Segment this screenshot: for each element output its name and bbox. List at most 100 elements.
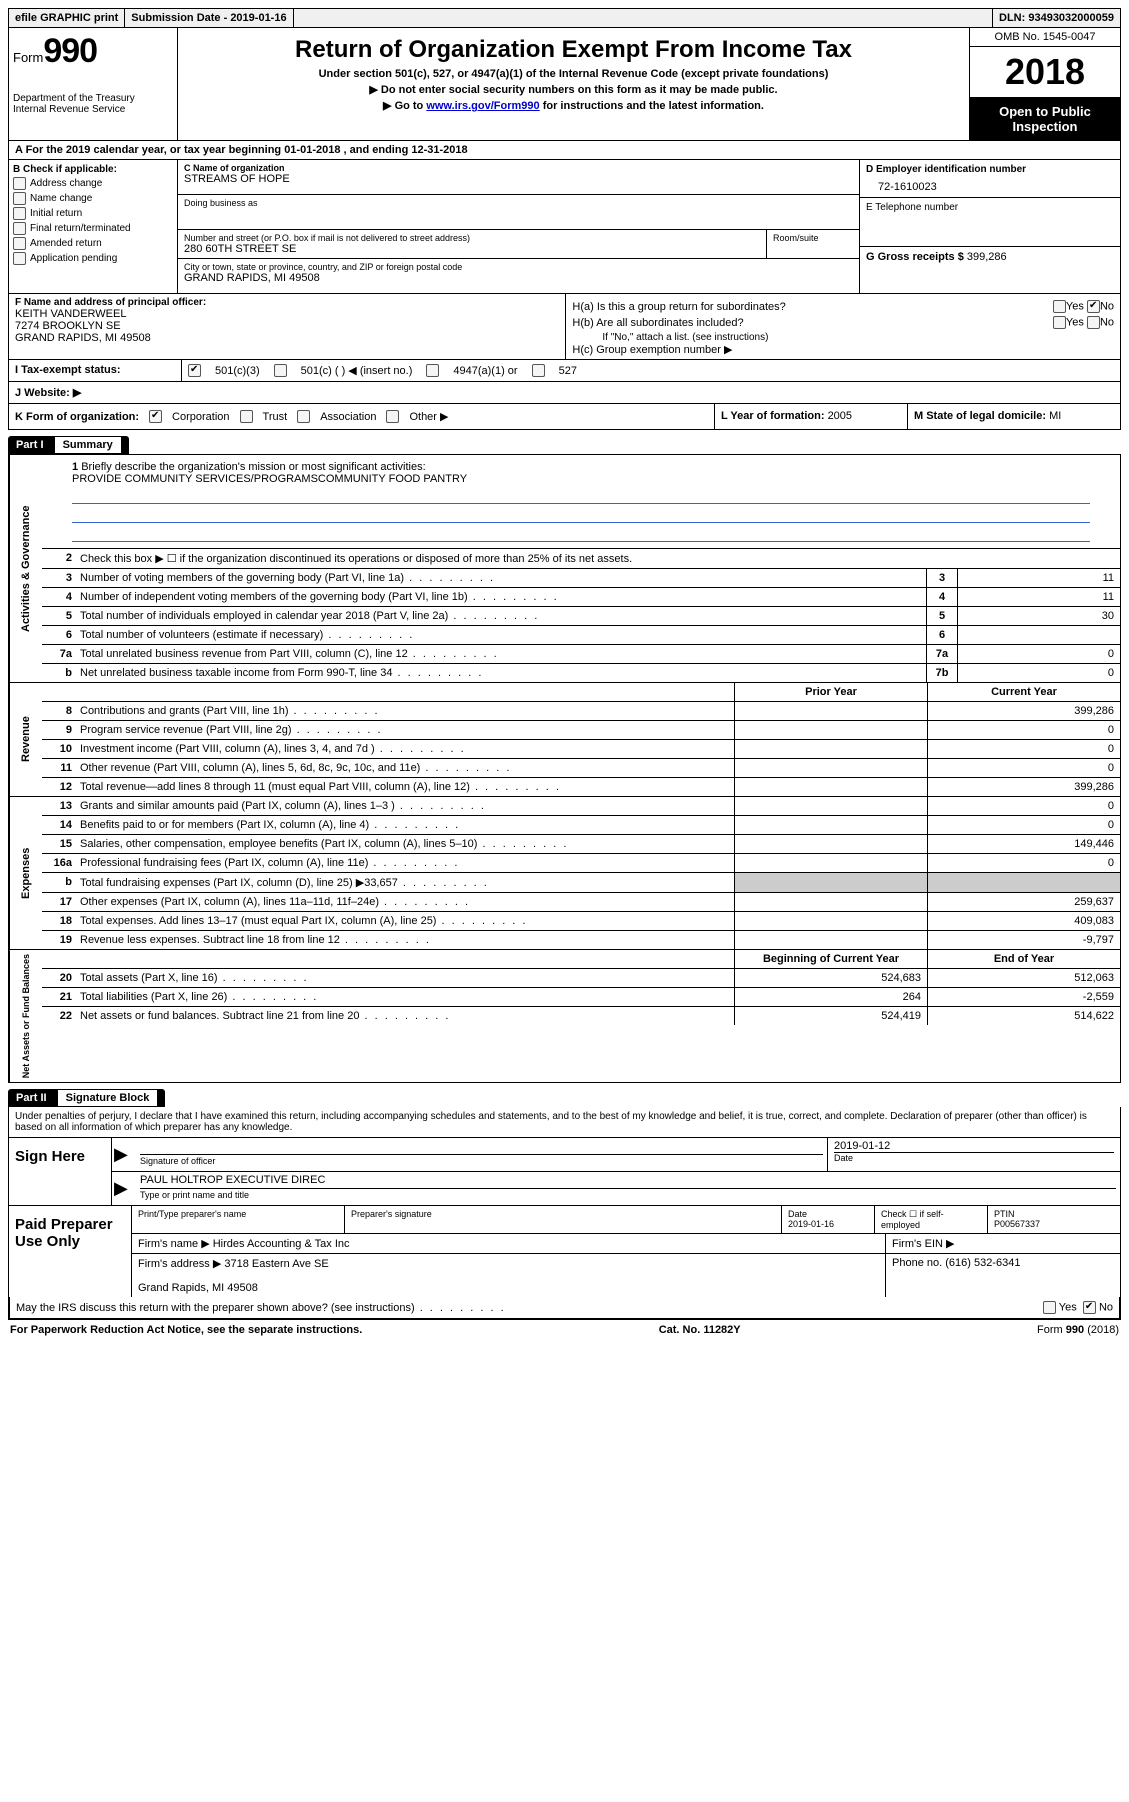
cb-address-change[interactable] — [13, 177, 26, 190]
part1-header: Part I Summary — [8, 436, 129, 454]
col-prior: Prior Year — [734, 683, 927, 701]
efile-label[interactable]: efile GRAPHIC print — [9, 9, 125, 27]
vert-expenses: Expenses — [9, 797, 42, 949]
hb-yes: Yes — [1066, 316, 1084, 328]
sig-officer-label: Signature of officer — [140, 1154, 823, 1166]
paperwork-notice: For Paperwork Reduction Act Notice, see … — [10, 1324, 362, 1336]
opt-trust: Trust — [263, 411, 288, 423]
j-website-label: J Website: ▶ — [9, 382, 181, 403]
discuss-no-cb[interactable] — [1083, 1301, 1096, 1314]
cb-name-change[interactable] — [13, 192, 26, 205]
firm-phone-label: Phone no. — [892, 1257, 945, 1269]
inspection-badge: Open to Public Inspection — [970, 98, 1120, 140]
top-bar: efile GRAPHIC print Submission Date - 20… — [8, 8, 1121, 28]
city-value: GRAND RAPIDS, MI 49508 — [184, 272, 853, 284]
cb-527[interactable] — [532, 364, 545, 377]
l-year-label: L Year of formation: — [721, 410, 828, 422]
summary-net-assets: Net Assets or Fund Balances Beginning of… — [8, 950, 1121, 1083]
cb-4947[interactable] — [426, 364, 439, 377]
section-b-to-g: B Check if applicable: Address change Na… — [8, 160, 1121, 294]
summary-expenses: Expenses 13Grants and similar amounts pa… — [8, 797, 1121, 950]
hb-yes-cb[interactable] — [1053, 316, 1066, 329]
ha-no: No — [1100, 300, 1114, 312]
opt-527: 527 — [559, 365, 577, 377]
summary-governance: Activities & Governance 1 Briefly descri… — [8, 454, 1121, 683]
col-d-to-g: D Employer identification number 72-1610… — [859, 160, 1120, 293]
room-label: Room/suite — [773, 233, 853, 243]
discuss-yes-cb[interactable] — [1043, 1301, 1056, 1314]
cb-app-pending[interactable] — [13, 252, 26, 265]
d-ein-value: 72-1610023 — [866, 175, 1114, 193]
col-h-group: H(a) Is this a group return for subordin… — [566, 294, 1120, 359]
line2: Check this box ▶ ☐ if the organization d… — [76, 549, 1120, 568]
f-officer-label: F Name and address of principal officer: — [15, 297, 559, 308]
vert-revenue: Revenue — [9, 683, 42, 796]
e-phone-label: E Telephone number — [866, 202, 1114, 213]
opt-other: Other ▶ — [409, 410, 448, 423]
opt-corp: Corporation — [172, 411, 229, 423]
signature-block: Under penalties of perjury, I declare th… — [8, 1107, 1121, 1320]
line1-value: PROVIDE COMMUNITY SERVICES/PROGRAMSCOMMU… — [72, 473, 1090, 485]
hc-label: H(c) Group exemption number ▶ — [572, 343, 1114, 356]
subtitle-1: Under section 501(c), 527, or 4947(a)(1)… — [186, 68, 961, 80]
hb-label: H(b) Are all subordinates included? — [572, 317, 743, 329]
prep-date-label: Date — [788, 1209, 807, 1219]
cb-initial-return[interactable] — [13, 207, 26, 220]
sign-here-label: Sign Here — [9, 1138, 112, 1205]
omb-number: OMB No. 1545-0047 — [970, 28, 1120, 47]
col-b-checkboxes: B Check if applicable: Address change Na… — [9, 160, 178, 293]
cb-corp[interactable] — [149, 410, 162, 423]
ha-no-cb[interactable] — [1087, 300, 1100, 313]
ptin-value: P00567337 — [994, 1219, 1040, 1229]
cb-trust[interactable] — [240, 410, 253, 423]
firm-name-value: Hirdes Accounting & Tax Inc — [213, 1238, 350, 1250]
cat-number: Cat. No. 11282Y — [659, 1324, 741, 1336]
col-current: Current Year — [927, 683, 1120, 701]
sig-date-label: Date — [834, 1152, 1114, 1163]
subtitle-3-prefix: ▶ Go to — [383, 100, 426, 112]
cb-other[interactable] — [386, 410, 399, 423]
lbl-final-return: Final return/terminated — [30, 223, 131, 234]
discuss-no: No — [1099, 1302, 1113, 1314]
ha-yes-cb[interactable] — [1053, 300, 1066, 313]
check-self-employed: Check ☐ if self-employed — [875, 1206, 988, 1233]
row-i-tax-status: I Tax-exempt status: 501(c)(3) 501(c) ( … — [8, 360, 1121, 382]
lbl-initial-return: Initial return — [30, 208, 82, 219]
dln: DLN: 93493032000059 — [992, 9, 1120, 27]
cb-501c3[interactable] — [188, 364, 201, 377]
perjury-text: Under penalties of perjury, I declare th… — [9, 1107, 1120, 1137]
cb-final-return[interactable] — [13, 222, 26, 235]
header-center: Return of Organization Exempt From Incom… — [178, 28, 969, 140]
g-receipts-value: 399,286 — [967, 251, 1007, 263]
b-check-label: B Check if applicable: — [13, 164, 173, 175]
lbl-name-change: Name change — [30, 193, 92, 204]
col-end: End of Year — [927, 950, 1120, 968]
ptin-label: PTIN — [994, 1209, 1015, 1219]
cb-501c[interactable] — [274, 364, 287, 377]
opt-501c: 501(c) ( ) ◀ (insert no.) — [301, 364, 413, 377]
sig-date-value: 2019-01-12 — [834, 1140, 1114, 1152]
street-label: Number and street (or P.O. box if mail i… — [184, 233, 760, 243]
subtitle-2: ▶ Do not enter social security numbers o… — [186, 83, 961, 96]
cb-assoc[interactable] — [297, 410, 310, 423]
form-title: Return of Organization Exempt From Incom… — [186, 36, 961, 64]
cb-amended[interactable] — [13, 237, 26, 250]
hb-no-cb[interactable] — [1087, 316, 1100, 329]
discuss-yes: Yes — [1059, 1302, 1077, 1314]
form-header: Form990 Department of the Treasury Inter… — [8, 28, 1121, 141]
summary-revenue: Revenue Prior Year Current Year 8Contrib… — [8, 683, 1121, 797]
submission-date: Submission Date - 2019-01-16 — [125, 9, 293, 27]
subtitle-3-suffix: for instructions and the latest informat… — [540, 100, 764, 112]
c-name-value: STREAMS OF HOPE — [184, 173, 853, 185]
col-begin: Beginning of Current Year — [734, 950, 927, 968]
part1-title: Summary — [55, 437, 121, 453]
firm-phone-value: (616) 532-6341 — [945, 1257, 1020, 1269]
f-officer-value: KEITH VANDERWEEL 7274 BROOKLYN SE GRAND … — [15, 308, 559, 344]
tax-year: 2018 — [970, 47, 1120, 98]
irs-link[interactable]: www.irs.gov/Form990 — [426, 100, 539, 112]
arrow-icon: ▶ — [112, 1138, 136, 1171]
opt-4947: 4947(a)(1) or — [453, 365, 517, 377]
row-k-form-org: K Form of organization: Corporation Trus… — [8, 404, 1121, 430]
c-name-label: C Name of organization — [184, 163, 285, 173]
firm-name-label: Firm's name ▶ — [138, 1238, 213, 1250]
